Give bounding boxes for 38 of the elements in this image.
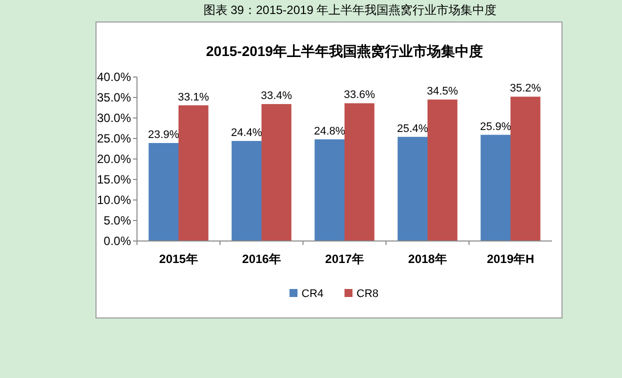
bar xyxy=(314,139,344,241)
x-tick-label: 2015年 xyxy=(159,252,198,266)
bar xyxy=(480,134,510,241)
bar xyxy=(178,105,208,241)
bar xyxy=(344,103,374,241)
y-tick-label: 25.0% xyxy=(96,132,132,146)
x-tick-label: 2019年H xyxy=(486,252,534,266)
data-label: 33.1% xyxy=(178,91,210,104)
data-label: 24.8% xyxy=(314,125,346,138)
x-tick-label: 2017年 xyxy=(325,252,364,266)
data-label: 24.4% xyxy=(230,126,262,139)
data-label: 35.2% xyxy=(510,82,542,95)
bar xyxy=(148,143,178,241)
y-tick-label: 15.0% xyxy=(96,172,132,186)
y-tick-label: 40.0% xyxy=(96,70,132,84)
data-label: 23.9% xyxy=(148,129,180,142)
data-label: 33.6% xyxy=(344,89,376,102)
bar xyxy=(232,140,262,241)
y-tick-label: 10.0% xyxy=(96,193,132,207)
y-tick-label: 35.0% xyxy=(96,90,132,104)
bar xyxy=(510,96,540,241)
x-tick-label: 2016年 xyxy=(242,252,281,266)
bar xyxy=(428,100,458,241)
data-label: 33.4% xyxy=(260,90,292,102)
data-label: 25.4% xyxy=(396,122,428,135)
bar xyxy=(262,104,292,241)
legend-label: CR8 xyxy=(356,288,379,300)
data-label: 34.5% xyxy=(426,86,458,98)
x-tick-label: 2018年 xyxy=(408,252,447,266)
y-tick-label: 5.0% xyxy=(104,214,132,228)
y-tick-label: 30.0% xyxy=(96,111,132,125)
y-tick-label: 0.0% xyxy=(104,234,132,248)
data-label: 25.9% xyxy=(480,120,512,133)
y-tick-label: 20.0% xyxy=(96,152,132,166)
legend-label: CR4 xyxy=(302,288,324,300)
text: 图表 39：2015-2019 年上半年我国燕窝行业市场集中度 xyxy=(203,3,497,17)
bar xyxy=(398,136,428,241)
chart-title: 2015-2019年上半年我国燕窝行业市场集中度 xyxy=(206,43,483,59)
